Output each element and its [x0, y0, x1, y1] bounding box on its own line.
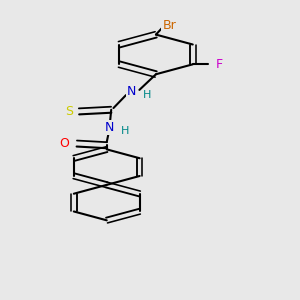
- Text: O: O: [59, 136, 69, 150]
- Text: N: N: [104, 121, 114, 134]
- Text: F: F: [216, 58, 223, 71]
- Text: H: H: [120, 126, 129, 136]
- Text: S: S: [65, 105, 73, 118]
- Text: N: N: [127, 85, 136, 98]
- Text: Br: Br: [163, 19, 176, 32]
- Text: H: H: [143, 90, 151, 100]
